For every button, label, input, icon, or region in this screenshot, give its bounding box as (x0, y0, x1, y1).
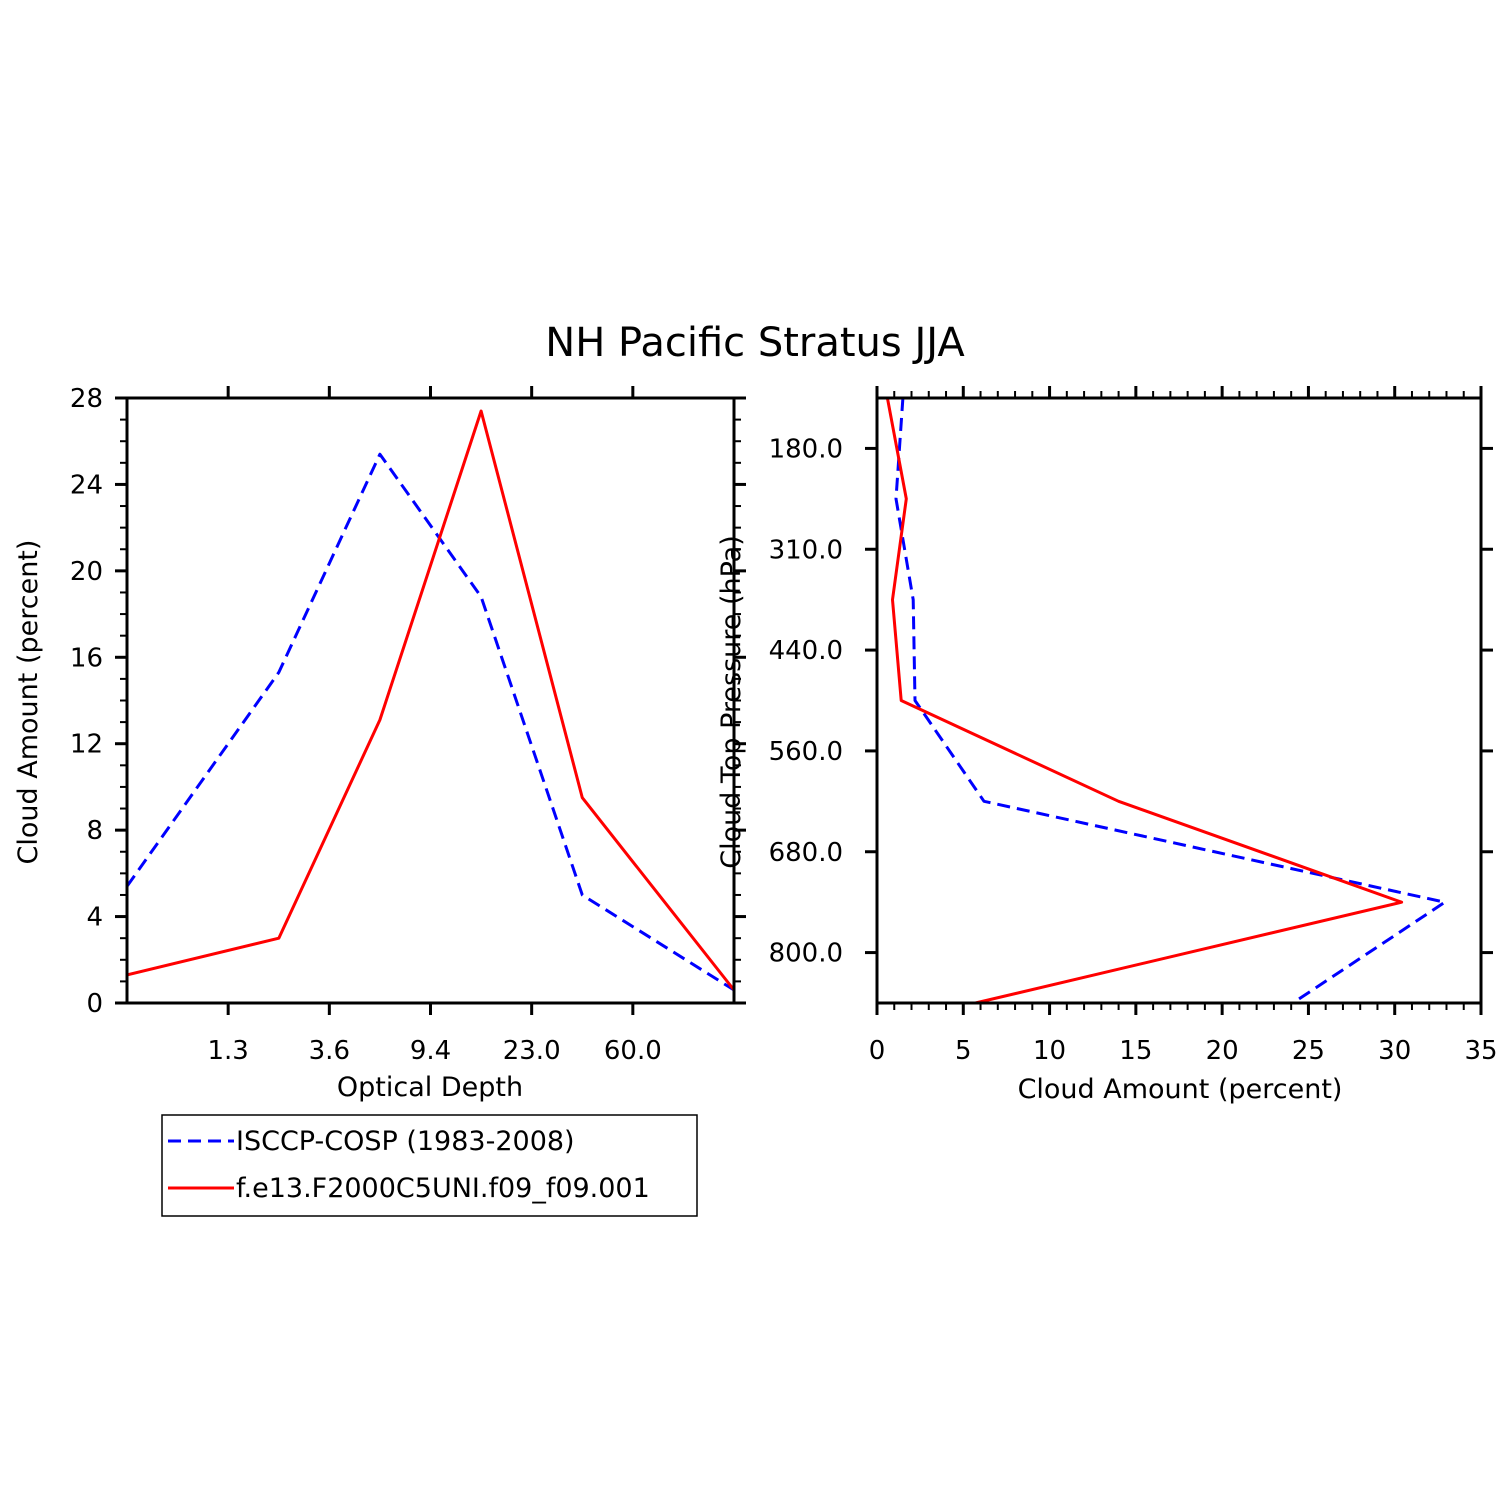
right-plot-frame (875, 396, 1483, 1005)
right-y-tick-label: 560.0 (769, 737, 843, 767)
right-x-tick-label: 25 (1292, 1036, 1325, 1066)
left-x-tick-label: 9.4 (410, 1036, 451, 1066)
right-y-axis-label: Cloud Top Pressure (hPa) (716, 535, 747, 869)
right-lines (885, 397, 1447, 1005)
right-series-model-line (885, 397, 1404, 1005)
left-x-axis-label: Optical Depth (337, 1072, 523, 1103)
left-x-tick-label: 1.3 (207, 1036, 248, 1066)
left-y-tick-label: 12 (70, 730, 103, 760)
right-y-tick-label: 440.0 (769, 636, 843, 666)
left-x-tick-label: 3.6 (309, 1036, 350, 1066)
figure-title: NH Pacific Stratus JJA (545, 320, 965, 366)
right-x-tick-label: 0 (869, 1036, 886, 1066)
right-ticks: 0 5 10 15 20 25 30 35 180.0 310.0 440.0 560.0 680.0 8… (769, 386, 1498, 1066)
right-y-tick-label: 180.0 (769, 434, 843, 464)
left-plot-frame (125, 396, 736, 1005)
right-x-tick-label: 35 (1464, 1036, 1497, 1066)
left-series-model-line (126, 409, 736, 991)
legend-label-model: f.e13.F2000C5UNI.f09_f09.001 (236, 1173, 650, 1204)
left-series-obs-line (125, 452, 735, 992)
left-y-tick-label: 28 (70, 384, 103, 414)
right-x-tick-label: 10 (1033, 1036, 1066, 1066)
left-x-tick-label: 23.0 (503, 1036, 561, 1066)
left-y-tick-label: 16 (70, 643, 103, 673)
left-y-tick-label: 8 (86, 816, 103, 846)
right-x-tick-label: 5 (955, 1036, 972, 1066)
left-y-tick-label: 20 (70, 557, 103, 587)
right-x-tick-label: 20 (1206, 1036, 1239, 1066)
right-series-obs-line (894, 397, 1447, 1005)
right-panel: 0 5 10 15 20 25 30 35 180.0 310.0 440.0 560.0 680.0 8… (716, 386, 1498, 1105)
right-x-tick-label: 30 (1378, 1036, 1411, 1066)
left-ticks: 1.3 3.6 9.4 23.0 60.0 0 4 8 12 16 20 24 28 (70, 384, 746, 1066)
right-y-tick-label: 680.0 (769, 838, 843, 868)
left-x-tick-label: 60.0 (604, 1036, 662, 1066)
right-y-tick-label: 310.0 (769, 535, 843, 565)
left-y-axis-label: Cloud Amount (percent) (13, 540, 44, 865)
legend-label-obs: ISCCP-COSP (1983-2008) (236, 1126, 575, 1157)
left-y-tick-label: 4 (86, 903, 103, 933)
legend-box (161, 1114, 698, 1217)
legend: ISCCP-COSP (1983-2008) f.e13.F2000C5UNI.… (161, 1114, 698, 1217)
right-x-tick-label: 15 (1119, 1036, 1152, 1066)
left-y-tick-label: 0 (86, 989, 103, 1019)
right-x-axis-label: Cloud Amount (percent) (1018, 1074, 1343, 1105)
left-y-tick-label: 24 (70, 470, 103, 500)
right-y-tick-label: 800.0 (769, 939, 843, 969)
left-lines (125, 409, 736, 992)
left-panel: 1.3 3.6 9.4 23.0 60.0 0 4 8 12 16 20 24 28 Optical D… (13, 384, 746, 1103)
